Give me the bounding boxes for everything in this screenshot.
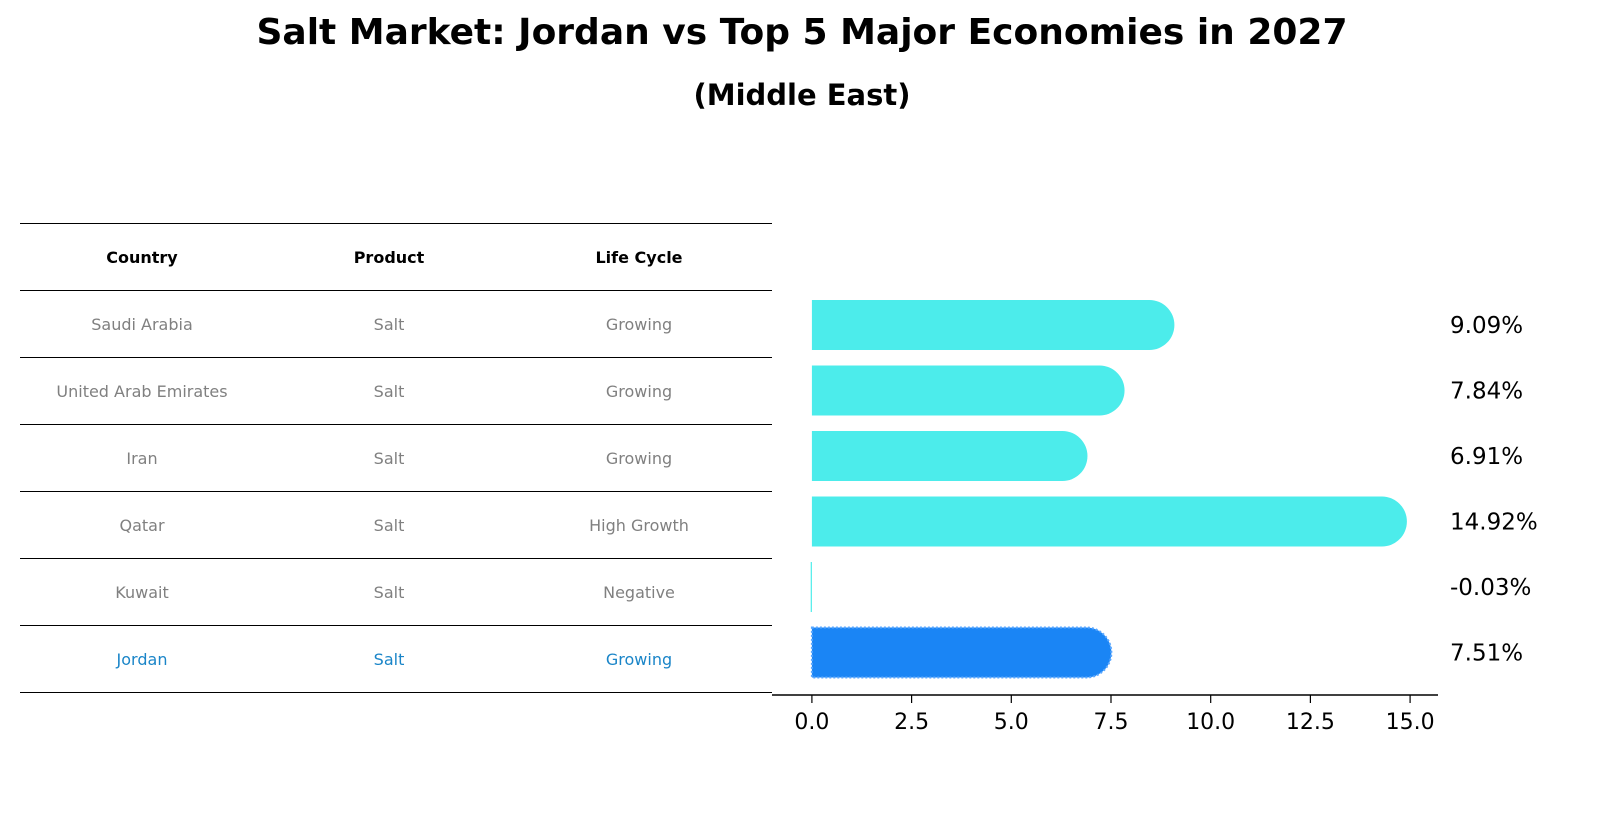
chart-subtitle: (Middle East) bbox=[693, 78, 911, 112]
cell-life-cycle: Growing bbox=[605, 381, 673, 401]
cell-life-cycle: Growing bbox=[605, 448, 673, 468]
table-row: United Arab Emirates Salt Growing bbox=[20, 357, 772, 424]
table-row: Kuwait Salt Negative bbox=[20, 558, 772, 625]
cell-life-cycle: Negative bbox=[603, 582, 675, 602]
bar-value-label: -0.03% bbox=[1450, 575, 1531, 601]
cell-product: Salt bbox=[373, 582, 405, 602]
bar bbox=[811, 431, 1088, 481]
bar-value-label: 7.84% bbox=[1450, 379, 1523, 405]
table-row: Qatar Salt High Growth bbox=[20, 491, 772, 558]
cell-country: Iran bbox=[126, 448, 158, 468]
bar bbox=[811, 365, 1125, 416]
bar bbox=[810, 562, 812, 612]
cell-life-cycle: High Growth bbox=[589, 515, 689, 535]
cell-product: Salt bbox=[373, 649, 405, 669]
country-table: Country Product Life Cycle Saudi Arabia … bbox=[20, 223, 772, 693]
x-tick-label: 10.0 bbox=[1186, 710, 1235, 735]
bar-chart: 9.09% 7.84% 6.91% 14.92% -0.03% 7.51% 0.0 2.5 5.… bbox=[772, 300, 1538, 735]
cell-product: Salt bbox=[373, 515, 405, 535]
bar-value-label: 7.51% bbox=[1450, 641, 1523, 667]
bar-value-label: 6.91% bbox=[1450, 444, 1523, 470]
cell-country: Kuwait bbox=[115, 582, 169, 602]
header-country: Country bbox=[106, 247, 178, 267]
bar-highlight bbox=[810, 626, 1113, 679]
x-tick-label: 15.0 bbox=[1386, 710, 1435, 735]
bar-value-label: 9.09% bbox=[1450, 313, 1523, 339]
cell-product: Salt bbox=[373, 381, 405, 401]
cell-country: Qatar bbox=[119, 515, 165, 535]
chart-title: Salt Market: Jordan vs Top 5 Major Econo… bbox=[256, 12, 1348, 53]
table-row-highlight: Jordan Salt Growing bbox=[20, 625, 772, 693]
x-tick-label: 12.5 bbox=[1286, 710, 1335, 735]
x-tick-label: 0.0 bbox=[794, 710, 829, 735]
cell-country: Saudi Arabia bbox=[91, 314, 193, 334]
x-tick-label: 2.5 bbox=[894, 710, 929, 735]
table-header-row: Country Product Life Cycle bbox=[20, 223, 772, 290]
cell-country: Jordan bbox=[116, 649, 168, 669]
x-tick-label: 7.5 bbox=[1093, 710, 1128, 735]
cell-product: Salt bbox=[373, 314, 405, 334]
bar bbox=[811, 300, 1175, 350]
table-row: Iran Salt Growing bbox=[20, 424, 772, 491]
x-tick-label: 5.0 bbox=[994, 710, 1029, 735]
cell-life-cycle: Growing bbox=[605, 314, 673, 334]
header-life-cycle: Life Cycle bbox=[595, 247, 683, 267]
cell-life-cycle: Growing bbox=[605, 649, 673, 669]
table-row: Saudi Arabia Salt Growing bbox=[20, 290, 772, 357]
bar bbox=[811, 496, 1407, 547]
header-product: Product bbox=[353, 247, 425, 267]
bar-value-label: 14.92% bbox=[1450, 510, 1538, 536]
cell-product: Salt bbox=[373, 448, 405, 468]
cell-country: United Arab Emirates bbox=[56, 381, 228, 401]
